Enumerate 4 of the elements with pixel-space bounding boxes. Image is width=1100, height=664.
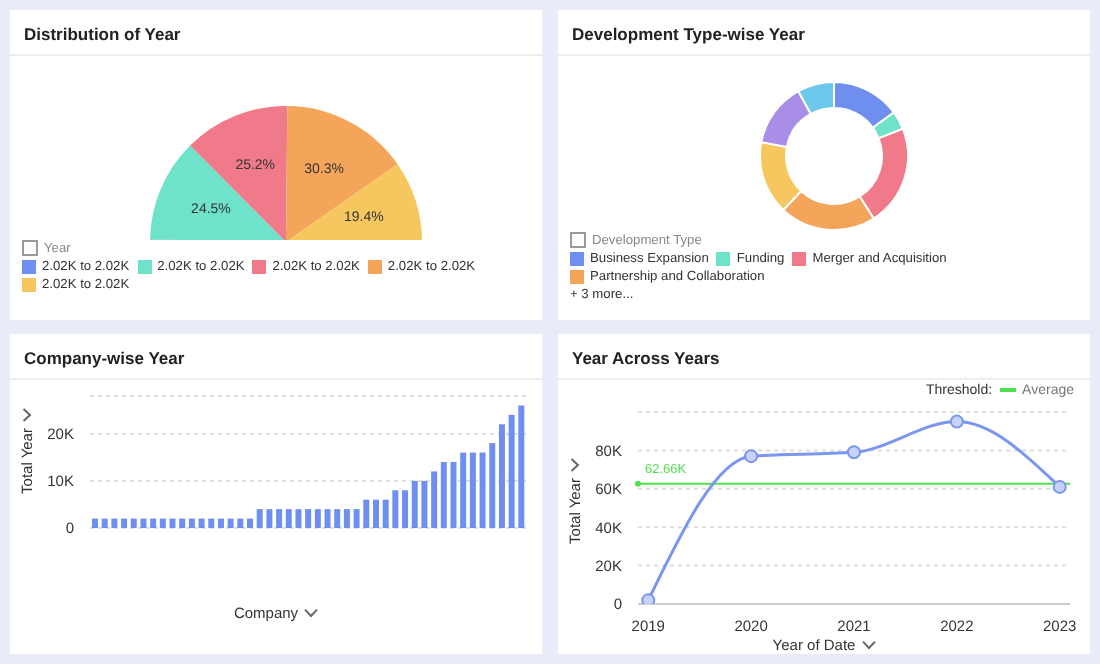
chart-title: Year Across Years [558,334,1090,380]
chart-title: Development Type-wise Year [558,10,1090,56]
chart-title: Distribution of Year [10,10,542,56]
chart-title: Company-wise Year [10,334,542,380]
